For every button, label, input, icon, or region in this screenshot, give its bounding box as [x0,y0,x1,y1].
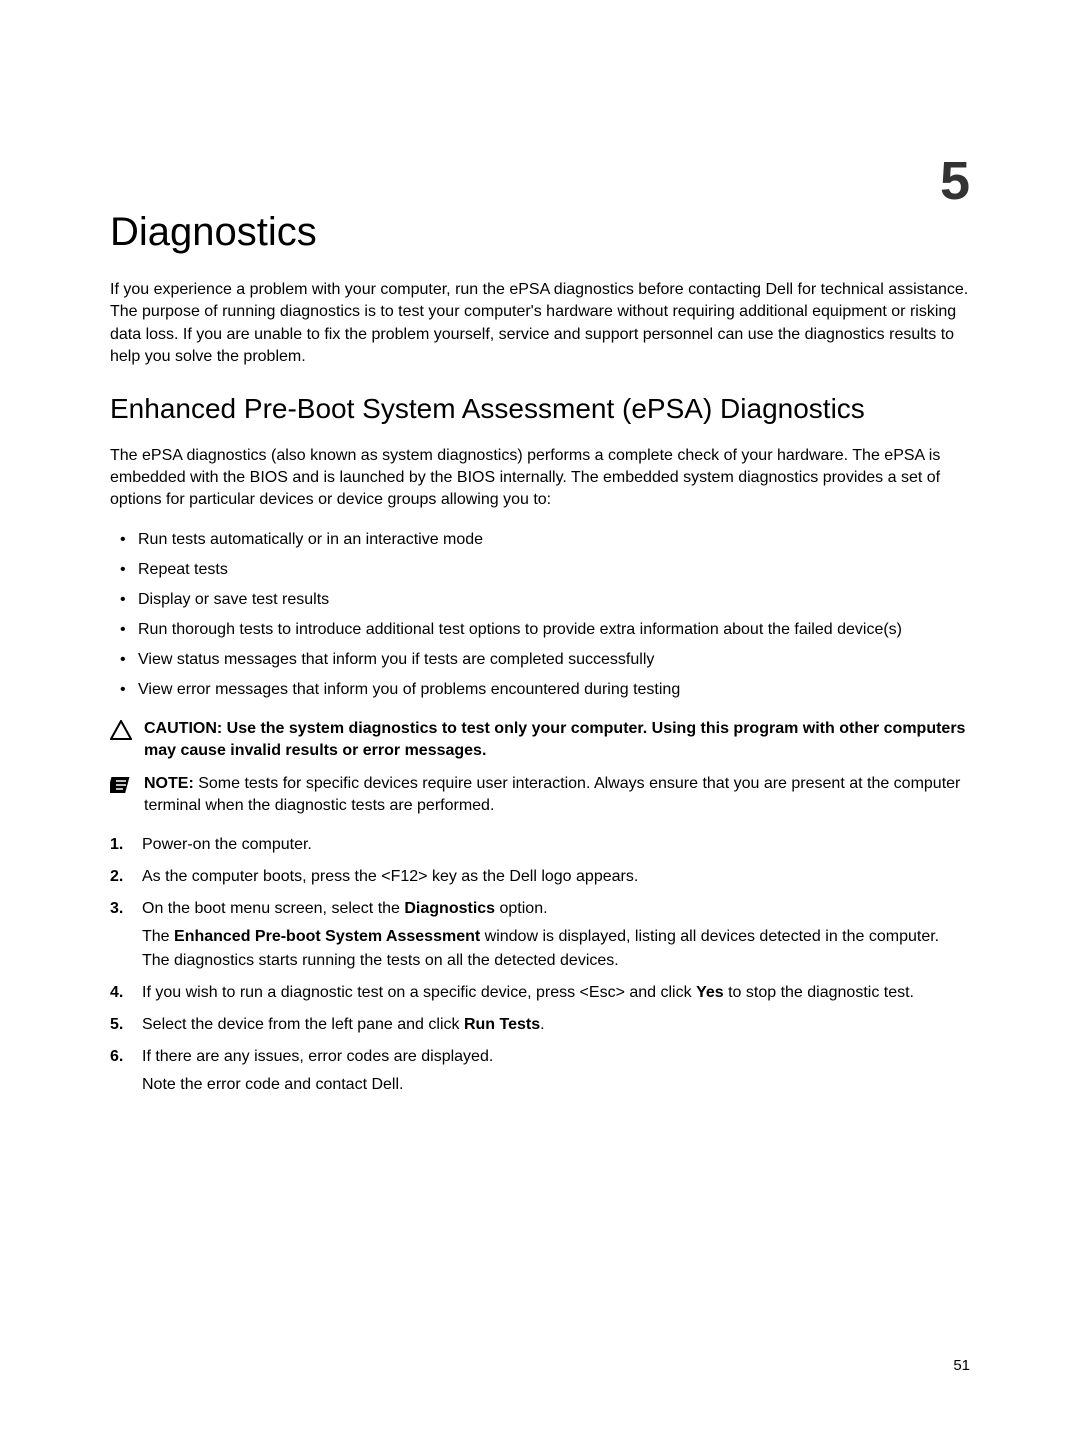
step-bold: Run Tests [464,1016,540,1033]
step-item: Power-on the computer. [110,833,970,857]
caution-label: CAUTION: [144,720,227,737]
section-title: Enhanced Pre-Boot System Assessment (ePS… [110,393,970,425]
caution-icon [110,720,134,745]
step-bold: Diagnostics [404,900,495,917]
steps-list: Power-on the computer. As the computer b… [110,833,970,1097]
bullet-item: Run thorough tests to introduce addition… [110,618,970,642]
caution-text: CAUTION: Use the system diagnostics to t… [144,718,970,763]
step-text: As the computer boots, press the <F12> k… [142,868,638,885]
step-text-mid: option. [495,900,547,917]
step-item: If you wish to run a diagnostic test on … [110,981,970,1005]
chapter-title: Diagnostics [110,210,970,255]
step-sub-bold: Enhanced Pre-boot System Assessment [174,928,480,945]
step-item: If there are any issues, error codes are… [110,1045,970,1097]
step-text: If there are any issues, error codes are… [142,1048,493,1065]
caution-callout: CAUTION: Use the system diagnostics to t… [110,718,970,763]
page-number: 51 [953,1357,970,1374]
step-text-mid: to stop the diagnostic test. [724,984,914,1001]
bullet-item: View error messages that inform you of p… [110,678,970,702]
note-body: Some tests for specific devices require … [144,775,960,814]
step-text-pre: Select the device from the left pane and… [142,1016,464,1033]
note-icon [110,775,134,800]
bullet-list: Run tests automatically or in an interac… [110,528,970,702]
step-text-pre: On the boot menu screen, select the [142,900,404,917]
step-sub-pre: The [142,928,174,945]
step-item: As the computer boots, press the <F12> k… [110,865,970,889]
chapter-intro: If you experience a problem with your co… [110,279,970,369]
note-callout: NOTE: Some tests for specific devices re… [110,773,970,818]
chapter-number: 5 [940,150,970,212]
step-text-pre: If you wish to run a diagnostic test on … [142,984,696,1001]
step-sub: Note the error code and contact Dell. [142,1073,970,1097]
bullet-item: Run tests automatically or in an interac… [110,528,970,552]
step-text-mid: . [540,1016,544,1033]
note-text: NOTE: Some tests for specific devices re… [144,773,970,818]
caution-body: Use the system diagnostics to test only … [144,720,965,759]
note-label: NOTE: [144,775,198,792]
step-bold: Yes [696,984,724,1001]
section-intro: The ePSA diagnostics (also known as syst… [110,445,970,512]
step-sub: The Enhanced Pre-boot System Assessment … [142,925,970,973]
bullet-item: View status messages that inform you if … [110,648,970,672]
step-text: Power-on the computer. [142,836,312,853]
bullet-item: Display or save test results [110,588,970,612]
bullet-item: Repeat tests [110,558,970,582]
step-item: Select the device from the left pane and… [110,1013,970,1037]
step-item: On the boot menu screen, select the Diag… [110,897,970,973]
